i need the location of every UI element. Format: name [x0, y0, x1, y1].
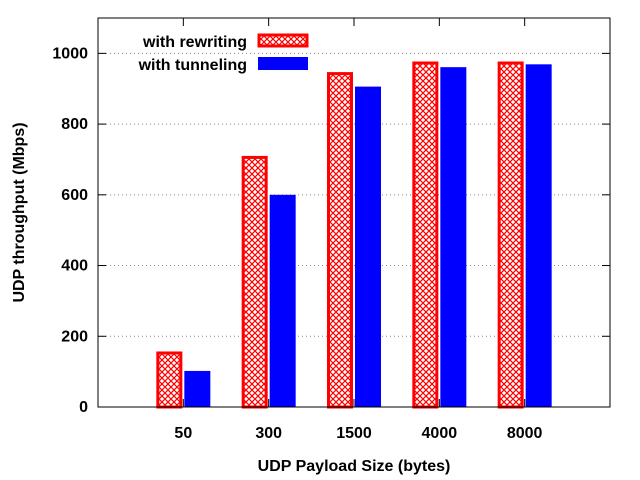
y-tick-label: 600: [61, 187, 88, 204]
legend-label: with tunneling: [138, 57, 247, 74]
bar-rewriting-1500: [327, 72, 353, 409]
bar-tunneling-300: [269, 194, 296, 407]
bar-tunneling-50: [184, 370, 211, 407]
grid-lines: [98, 52, 610, 337]
x-axis-title: UDP Payload Size (bytes): [258, 458, 451, 475]
x-tick-label: 4000: [422, 425, 458, 442]
legend: with rewriting with tunneling: [138, 33, 309, 74]
x-tick-label: 50: [174, 425, 192, 442]
x-tick-label: 8000: [507, 425, 543, 442]
axis-ticks: 0 200 400 600 800 1000 50 300 1500 4000 8000: [52, 18, 610, 442]
bar-tunneling-8000: [525, 64, 552, 408]
y-tick-label: 200: [61, 328, 88, 345]
x-tick-label: 1500: [336, 425, 372, 442]
legend-label: with rewriting: [142, 34, 247, 51]
y-tick-label: 800: [61, 116, 88, 133]
legend-swatch-tunneling: [258, 57, 308, 70]
x-tick-label: 300: [255, 425, 282, 442]
bar-tunneling-1500: [355, 86, 381, 407]
bar-rewriting-8000: [497, 61, 524, 409]
y-tick-label: 400: [61, 258, 88, 275]
bar-rewriting-50: [156, 351, 183, 409]
bars: [156, 61, 552, 409]
bar-rewriting-300: [241, 155, 268, 409]
bar-rewriting-4000: [412, 61, 439, 409]
y-tick-label: 0: [79, 399, 88, 416]
legend-swatch-rewriting: [257, 33, 309, 48]
y-axis-title: UDP throughput (Mbps): [11, 122, 28, 302]
bar-tunneling-4000: [440, 67, 467, 407]
y-tick-label: 1000: [52, 45, 88, 62]
